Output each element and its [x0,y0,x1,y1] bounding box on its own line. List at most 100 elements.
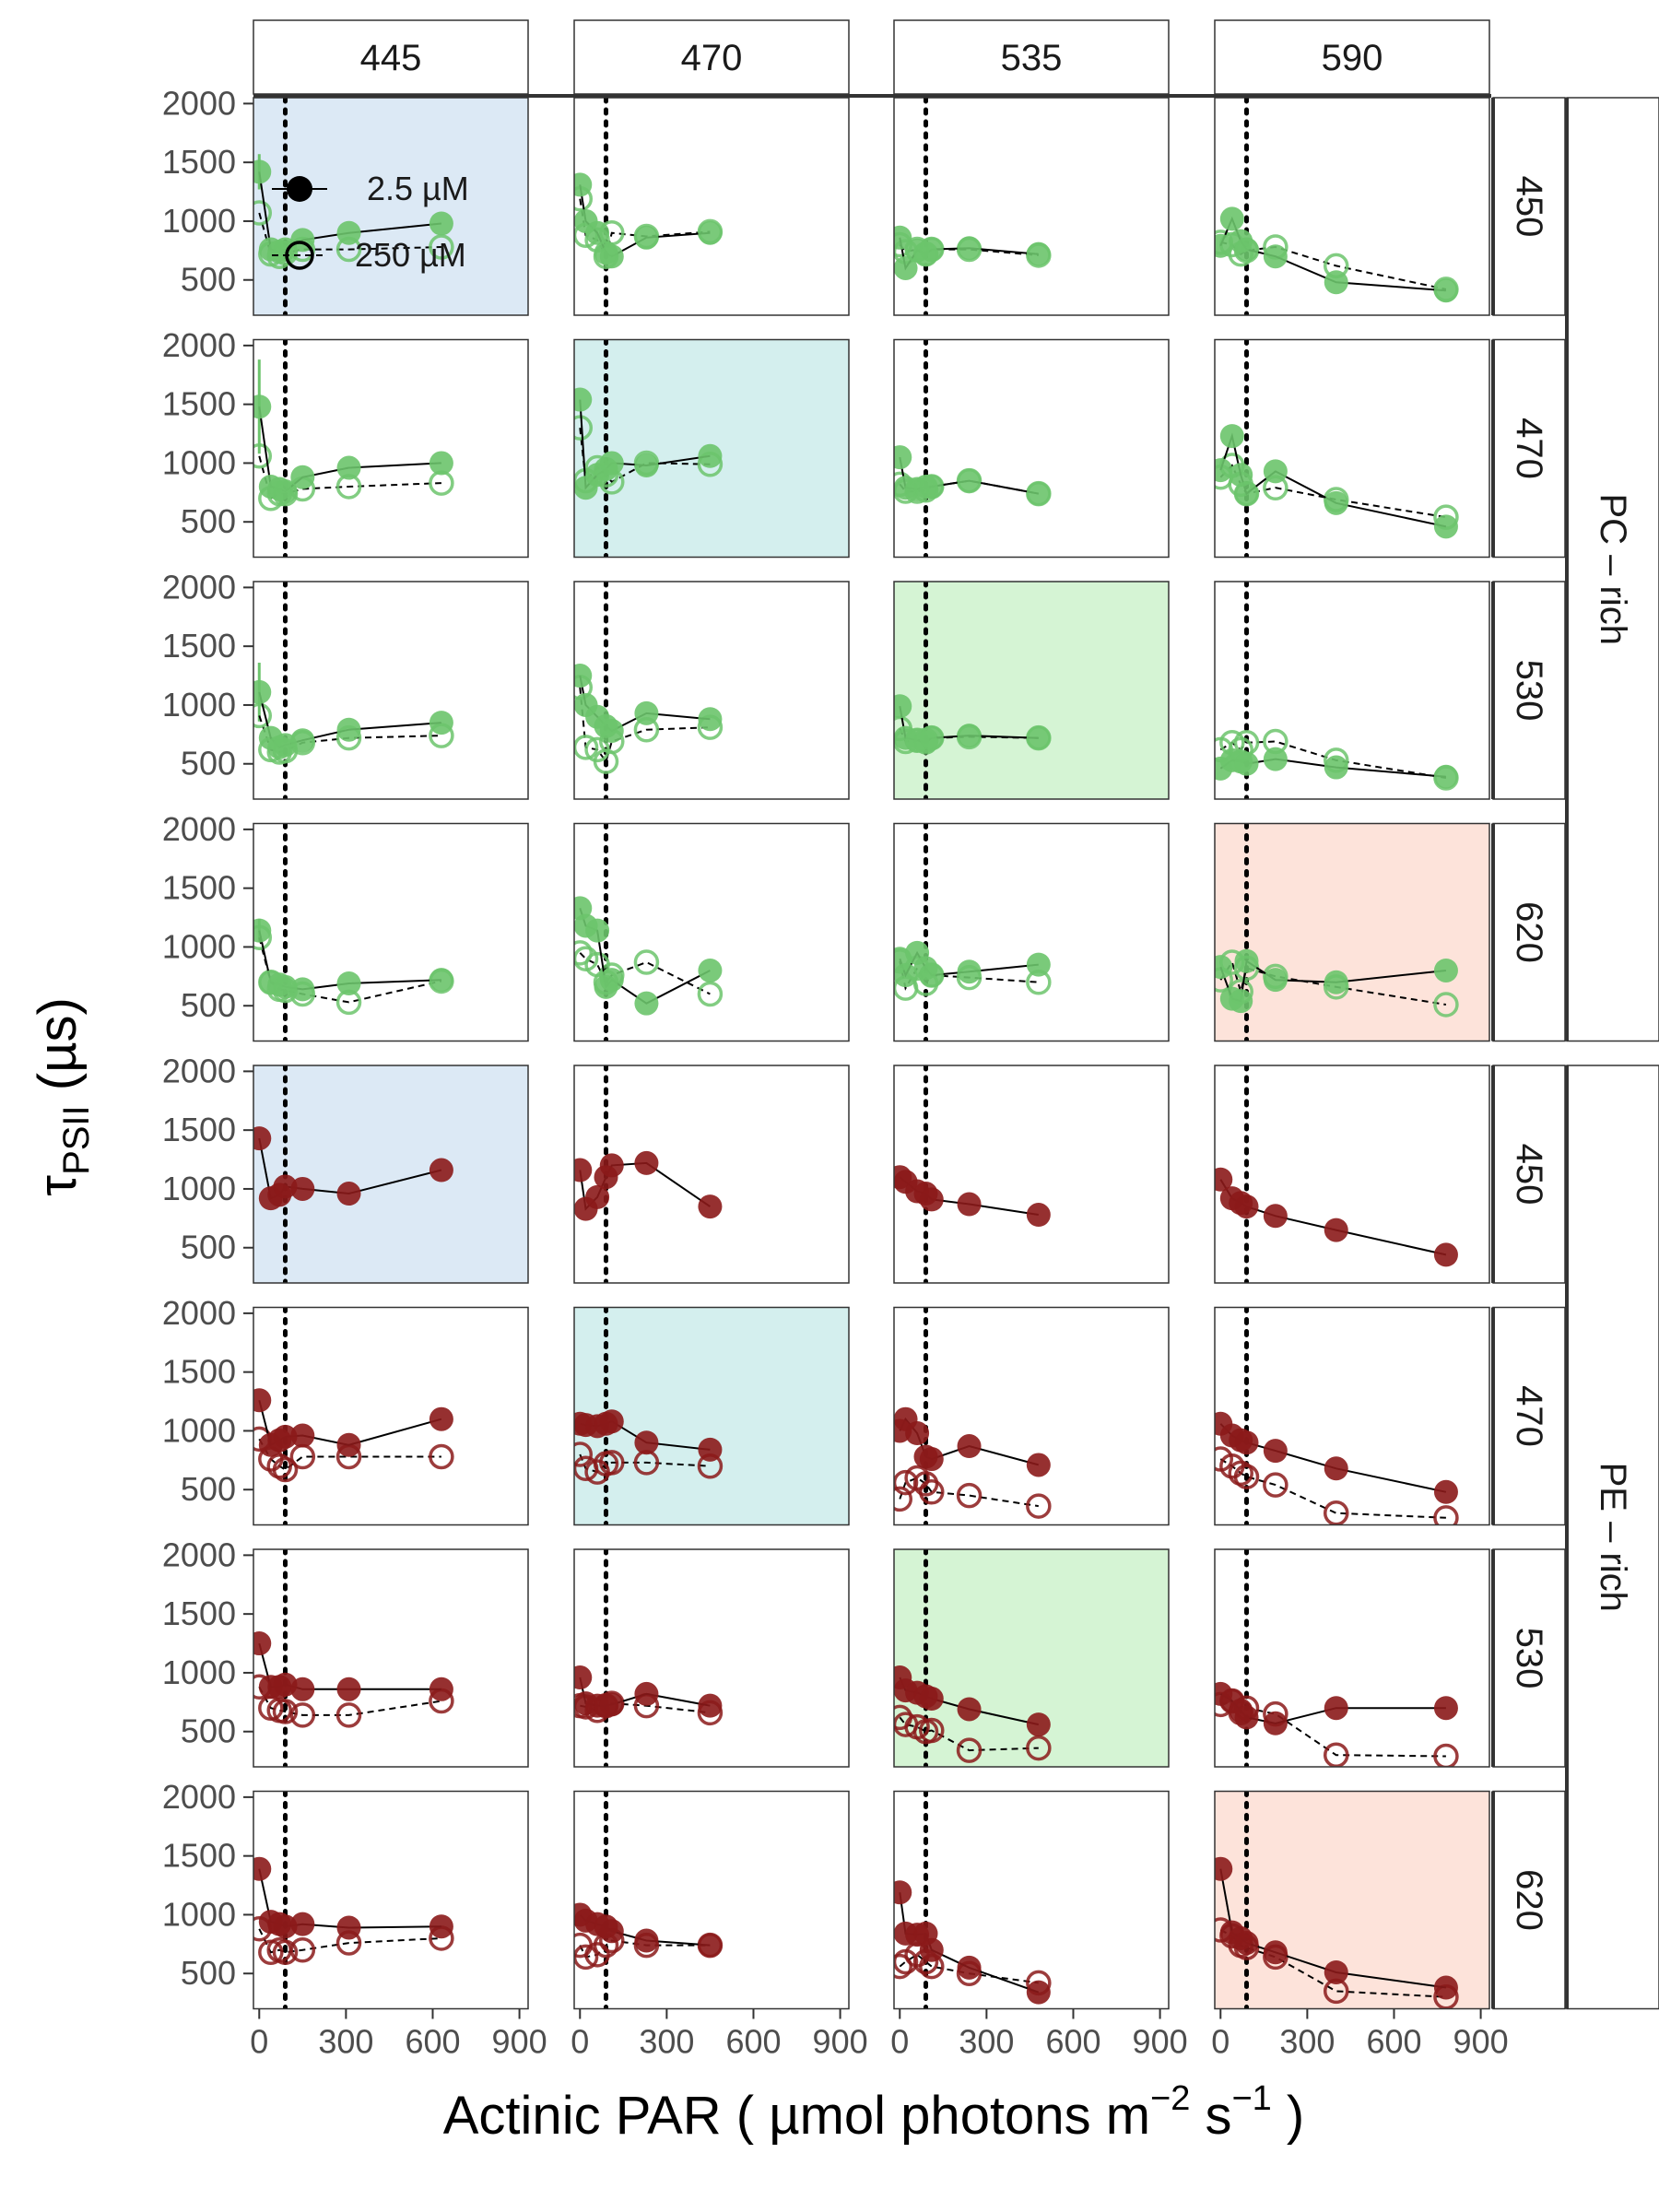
point-2.5uM [1026,952,1051,977]
panel-border [573,1065,850,1284]
point-250uM [1433,1505,1459,1525]
point-2.5uM [1433,764,1458,789]
point-2.5uM [599,244,624,269]
panel-content [894,1791,1052,2009]
series-250uM-line [899,1716,1039,1752]
point-2.5uM [1026,1453,1051,1477]
point-2.5uM [253,918,272,943]
point-2.5uM [336,1182,361,1206]
y-tick-label: 1500 [162,1111,236,1148]
point-2.5uM [1324,270,1348,295]
panel-content [1215,1791,1459,2009]
point-2.5uM [1234,1430,1259,1455]
point-2.5uM [253,159,272,184]
panel-background [1215,1549,1489,1767]
point-2.5uM [1324,1456,1348,1481]
panel-r1-c3 [1214,338,1490,559]
point-2.5uM [698,1194,723,1219]
panel-content [253,1065,453,1283]
panel-border [1214,1790,1490,2010]
panel-background [574,1065,849,1283]
y-tick-label: 1500 [162,869,236,907]
point-250uM [1026,1493,1052,1519]
column-strip [893,19,1170,95]
point-2.5uM [905,1420,930,1445]
point-2.5uM [429,1406,453,1431]
point-2.5uM [253,679,272,704]
x-title-main: Actinic PAR ( µmol photons m [443,2086,1150,2146]
y-tick-label: 1500 [162,1837,236,1875]
panel-content [253,1307,454,1525]
point-250uM [599,1450,625,1476]
x-tick-label: 900 [1453,2023,1509,2061]
point-2.5uM [1234,237,1259,262]
point-250uM [956,1737,982,1763]
panel-r6-c2 [893,1548,1170,1768]
x-tick-label: 600 [725,2023,781,2061]
point-2.5uM [698,1693,723,1718]
x-tick-label: 600 [405,2023,460,2061]
point-2.5uM [894,445,912,470]
panel-background [574,1791,849,2009]
y-tick-label: 1000 [162,1170,236,1207]
point-250uM [289,1936,316,1963]
legend: 2.5 µM 250 µM [272,170,469,274]
point-2.5uM [1263,747,1288,771]
panel-r7-c3 [1214,1790,1490,2010]
panel-background [574,582,849,799]
row-strip-label: 450 [1509,1144,1549,1206]
point-2.5uM [253,1126,272,1151]
y-tick-label: 500 [181,1470,236,1508]
point-2.5uM [290,728,315,753]
panel-background [253,339,528,558]
panel-r0-c2 [893,97,1170,316]
y-tick-label: 1000 [162,927,236,965]
x-tick-label: 300 [1279,2023,1335,2061]
panel-content [253,339,454,558]
panel-content [1215,823,1459,1041]
point-2.5uM [957,1434,982,1459]
panel-r1-c2 [893,338,1170,559]
y-tick-label: 1000 [162,686,236,724]
panel-border [253,1065,529,1284]
panel-r2-c1 [573,581,850,800]
panel-content [574,98,724,315]
x-tick-label: 900 [813,2023,868,2061]
panel-content [574,582,724,799]
x-tick-label: 300 [639,2023,694,2061]
point-2.5uM [574,1665,593,1690]
panel-border [573,1790,850,2010]
panel-content [1215,1549,1459,1767]
y-tick-label: 1500 [162,385,236,423]
panel-r4-c2 [893,1065,1170,1284]
point-2.5uM [634,1681,659,1706]
y-tick-label: 500 [181,1229,236,1266]
y-tick-label: 2000 [162,326,236,364]
point-250uM [253,702,273,729]
panel-background [894,582,1169,799]
panel-border [893,1065,1170,1284]
point-2.5uM [894,225,912,250]
point-2.5uM [1324,1218,1348,1242]
point-250uM [335,1702,362,1728]
x-tick-label: 600 [1045,2023,1100,2061]
point-2.5uM [634,1150,659,1175]
point-2.5uM [1026,1712,1051,1737]
point-250uM [919,1479,945,1505]
point-2.5uM [957,1955,982,1980]
point-2.5uM [290,1677,315,1701]
panel-r5-c1 [573,1306,850,1526]
point-250uM [1324,1742,1349,1767]
row-strip [1492,1548,1566,1768]
point-250uM [272,1456,299,1483]
y-tick-label: 1500 [162,143,236,181]
column-strip-label: 590 [1322,38,1383,78]
panel-border [893,1548,1170,1768]
point-2.5uM [290,1423,315,1448]
y-tick-label: 500 [181,1954,236,1992]
point-250uM [289,1702,316,1728]
column-strip [253,19,529,95]
panel-r4-c0 [253,1065,529,1284]
point-2.5uM [919,474,944,499]
panel-content [253,582,454,799]
